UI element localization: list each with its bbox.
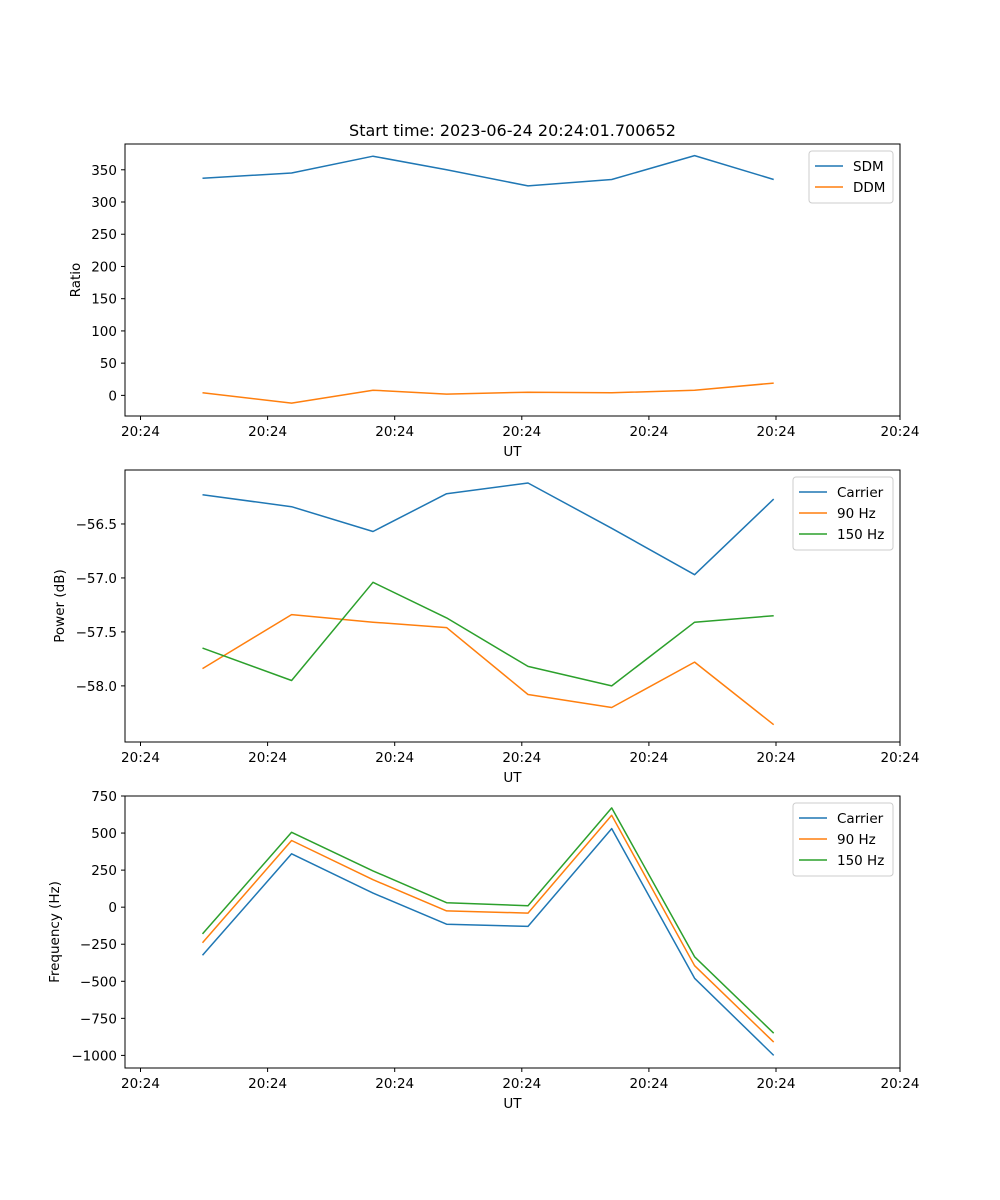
y-tick-label: −1000	[71, 1048, 117, 1064]
y-tick-label: 250	[91, 863, 117, 879]
y-tick-label: −750	[80, 1011, 117, 1027]
legend-label: SDM	[853, 159, 884, 175]
y-axis-label: Power (dB)	[52, 569, 68, 642]
x-tick-label: 20:24	[881, 424, 920, 440]
y-tick-label: −250	[80, 937, 117, 953]
series-line-carrier	[202, 482, 775, 576]
x-tick-label: 20:24	[375, 1076, 414, 1092]
y-tick-label: −56.5	[76, 517, 117, 533]
y-tick-label: 150	[91, 292, 117, 308]
x-tick-label: 20:24	[502, 1076, 541, 1092]
x-tick-label: 20:24	[757, 424, 796, 440]
x-tick-label: 20:24	[881, 1076, 920, 1092]
y-tick-label: 250	[91, 227, 117, 243]
legend-box	[808, 150, 894, 204]
legend: Carrier 90 Hz 150 Hz	[792, 476, 894, 551]
x-tick-label: 20:24	[502, 424, 541, 440]
y-tick-label: 750	[91, 789, 117, 805]
legend-label: 90 Hz	[837, 506, 876, 522]
x-axis-label: UT	[503, 444, 522, 460]
x-tick-label: 20:24	[881, 750, 920, 766]
legend-box	[792, 802, 894, 877]
y-tick-label: −57.0	[76, 571, 117, 587]
y-tick-label: 500	[91, 826, 117, 842]
x-tick-label: 20:24	[121, 1076, 160, 1092]
legend-label: Carrier	[837, 485, 884, 501]
legend: Carrier 90 Hz 150 Hz	[792, 802, 894, 877]
legend-label: 90 Hz	[837, 832, 876, 848]
x-tick-label: 20:24	[502, 750, 541, 766]
legend-label: Carrier	[837, 811, 884, 827]
series-line-150-hz	[202, 581, 774, 687]
chart-panel-3: 20:24 20:24 20:24 20:24 20:24 20:24 20:24−1000…	[47, 789, 919, 1112]
y-tick-label: −58.0	[76, 679, 117, 695]
series-line-ddm	[202, 382, 774, 404]
legend-label: 150 Hz	[837, 853, 884, 869]
x-axis-label: UT	[503, 1096, 522, 1112]
x-tick-label: 20:24	[629, 750, 668, 766]
axes-frame	[124, 469, 901, 743]
y-tick-label: 300	[91, 195, 117, 211]
chart-panel-1: 20:24 20:24 20:24 20:24 20:24 20:24 20:24 0 50 10…	[68, 121, 919, 460]
series-line-150-hz	[201, 807, 775, 1034]
legend: SDM DDM	[808, 150, 894, 204]
series-line-90-hz	[202, 613, 775, 726]
x-tick-label: 20:24	[375, 424, 414, 440]
chart-panel-2: 20:24 20:24 20:24 20:24 20:24 20:24 20:24 −58.0…	[52, 469, 920, 786]
y-tick-label: 200	[91, 259, 117, 275]
y-axis-label: Ratio	[68, 263, 84, 298]
axes-frame	[124, 143, 901, 417]
x-axis-label: UT	[503, 770, 522, 786]
series-line-sdm	[202, 154, 774, 187]
x-tick-label: 20:24	[629, 424, 668, 440]
x-tick-label: 20:24	[629, 1076, 668, 1092]
x-tick-label: 20:24	[248, 424, 287, 440]
chart-title: Start time: 2023-06-24 20:24:01.700652	[349, 121, 676, 140]
y-tick-label: −500	[80, 974, 117, 990]
axes-frame	[124, 795, 901, 1069]
series-line-90-hz	[201, 814, 775, 1043]
x-tick-label: 20:24	[248, 750, 287, 766]
x-tick-label: 20:24	[375, 750, 414, 766]
y-tick-label: 100	[91, 324, 117, 340]
y-tick-label: 50	[100, 356, 117, 372]
y-tick-label: 350	[91, 163, 117, 179]
y-axis-label: Frequency (Hz)	[47, 881, 63, 983]
series-line-carrier	[201, 827, 775, 1056]
legend-label: DDM	[853, 180, 885, 196]
x-tick-label: 20:24	[121, 750, 160, 766]
legend-box	[792, 476, 894, 551]
x-tick-label: 20:24	[757, 1076, 796, 1092]
x-tick-label: 20:24	[757, 750, 796, 766]
legend-label: 150 Hz	[837, 527, 884, 543]
x-tick-label: 20:24	[248, 1076, 287, 1092]
y-tick-label: 0	[108, 900, 117, 916]
x-tick-label: 20:24	[121, 424, 160, 440]
y-tick-label: 0	[108, 388, 117, 404]
y-tick-label: −57.5	[76, 625, 117, 641]
